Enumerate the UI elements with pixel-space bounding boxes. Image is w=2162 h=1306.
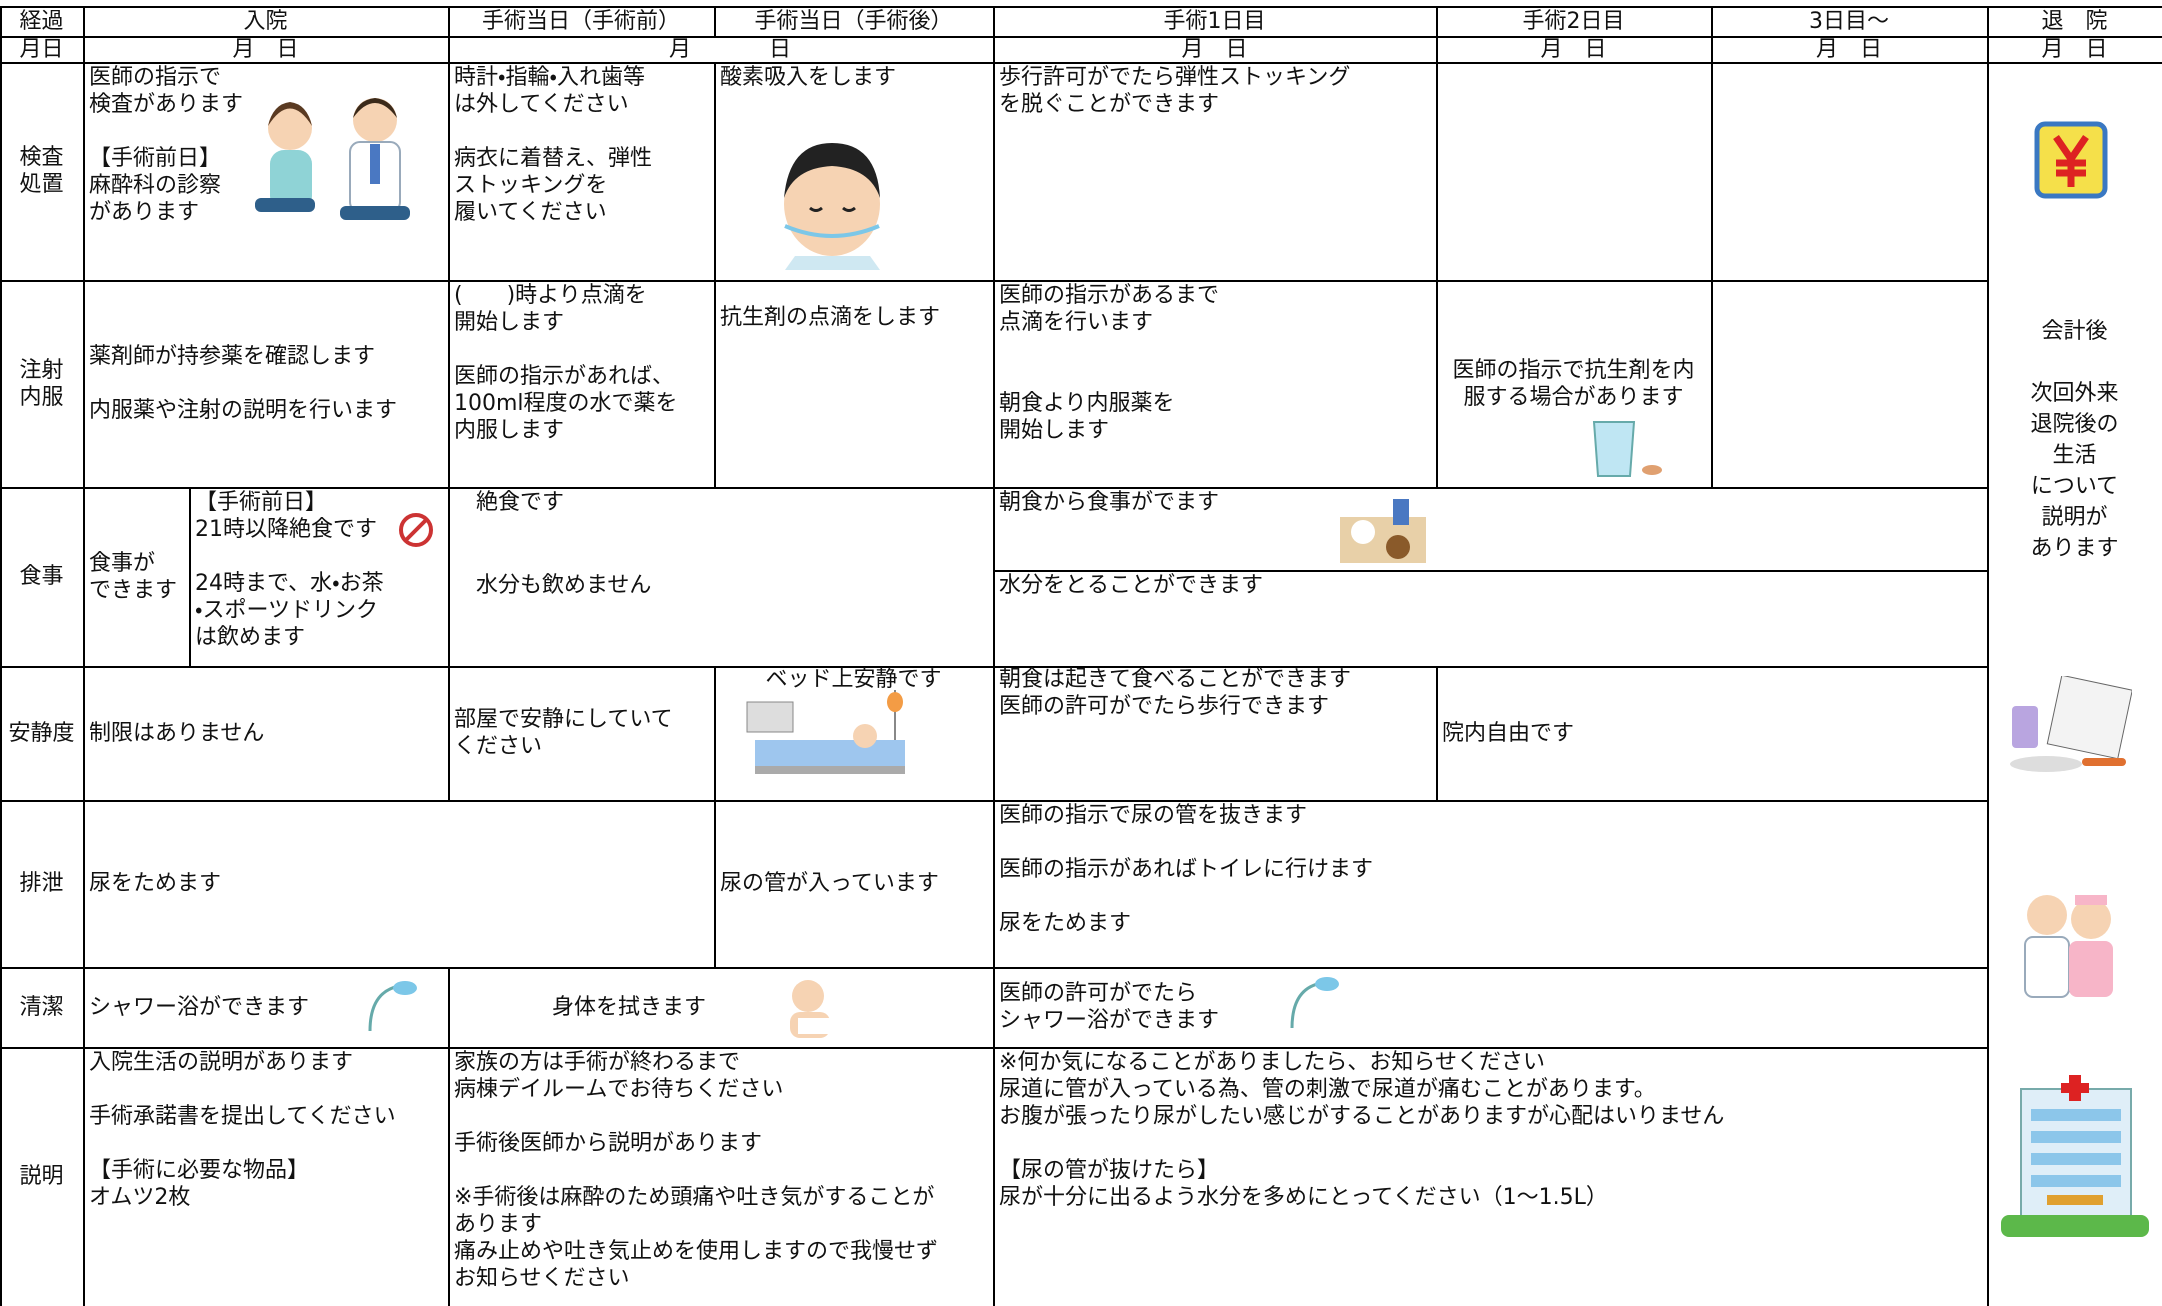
cell-text: 尿の管が入っています xyxy=(720,871,939,896)
cell-text: 食事 xyxy=(19,564,64,589)
water-glass-illustration xyxy=(1592,421,1662,477)
cell-text: 会計後 次回外来 退院後の 生活 について 説明が あります xyxy=(2030,319,2119,561)
cell-text: 手術1日目 xyxy=(1163,8,1266,34)
cell-text: ( )時より点滴を 開始します 医師の指示があれば、 100ml程度の水で薬を … xyxy=(454,283,678,443)
cell-text: 家族の方は手術が終わるまで 病棟デイルームでお待ちください 手術後医師から説明が… xyxy=(454,1050,939,1291)
oxygen-patient-illustration xyxy=(784,143,880,270)
cell-text: 歩行許可がでたら弾性ストッキング を脱ぐことができます xyxy=(999,65,1351,117)
cell-text: 時計・指輪・入れ歯等 は外してください 病衣に着替え、弾性 ストッキングを 履い… xyxy=(454,65,653,225)
cell-text: 排泄 xyxy=(19,871,64,896)
fasting-illustration xyxy=(399,513,433,547)
doctor-patient-illustration xyxy=(255,98,410,220)
body-wipe-illustration xyxy=(790,980,832,1038)
cell-text: 月日 xyxy=(19,36,64,62)
cell-text: 月 xyxy=(668,36,691,62)
cell-text: 制限はありません xyxy=(89,720,265,746)
cell-text: 医師の指示で尿の管を抜きます 医師の指示があればトイレに行けます 尿をためます xyxy=(999,803,1374,936)
cell-text: 食事が できます xyxy=(89,550,178,603)
cell-text: 【手術前日】 21時以降絶食です 24時まで、水・お茶 ・スポーツドリンク は飲… xyxy=(195,490,384,650)
doctor-nurse-icon xyxy=(2024,895,2113,998)
cell-text: 3日目～ xyxy=(1809,8,1889,34)
cell xyxy=(0,6,85,38)
cell-text: 月 日 xyxy=(2041,36,2108,62)
cell-text: シャワー浴ができます xyxy=(89,994,310,1020)
cell-text: ベッド上安静です xyxy=(765,667,942,692)
cell-text: 退 院 xyxy=(2041,8,2108,34)
cell-text: 手術当日（手術前） xyxy=(481,8,680,34)
payment-icon xyxy=(2034,121,2108,199)
cell-text: 月 日 xyxy=(1181,36,1248,62)
cell-text: 手術当日（手術後） xyxy=(754,8,953,34)
cell-text: 医師の許可がでたら シャワー浴ができます xyxy=(999,981,1220,1033)
hospital-icon xyxy=(2001,1075,2149,1237)
cell-text: 日 xyxy=(768,36,791,62)
cell-text: 手術2日目 xyxy=(1522,8,1625,34)
cell xyxy=(1711,62,1989,282)
cell-text: 水分をとることができます xyxy=(999,573,1264,598)
medicine-icon xyxy=(2010,676,2132,772)
shower-icon xyxy=(1290,977,1339,1029)
cell-text: 入院 xyxy=(243,8,288,34)
cell-text: 安静度 xyxy=(8,720,75,746)
cell-text: 医師の指示で抗生剤を内 服する場合があります xyxy=(1452,358,1695,410)
cell-text: 部屋で安静にしていて ください xyxy=(454,707,673,759)
cell xyxy=(1711,280,1989,489)
cell-text: 説明 xyxy=(19,1164,64,1189)
cell-text: 絶食です xyxy=(476,490,565,515)
cell xyxy=(1436,62,1713,282)
cell-text: 月 日 xyxy=(1815,36,1882,62)
shower-icon xyxy=(368,981,417,1032)
cell-text: 月 日 xyxy=(1540,36,1607,62)
cell-text: 朝食は起きて食べることができます 医師の許可がでたら歩行できます xyxy=(999,667,1352,719)
cell-text: 医師の指示があるまで 点滴を行います 朝食より内服薬を 開始します xyxy=(999,283,1220,443)
bed-rest-illustration xyxy=(746,690,905,774)
cell-text: 薬剤師が持参薬を確認します 内服薬や注射の説明を行います xyxy=(89,344,398,423)
cell-text: 検査 処置 xyxy=(19,145,64,197)
cell-text: 医師の指示で 検査があります 【手術前日】 麻酔科の診察 があります xyxy=(89,65,244,225)
cell-text: 院内自由です xyxy=(1442,720,1575,746)
cell-text: 注射 内服 xyxy=(19,357,64,410)
cell-text: 身体を拭きます xyxy=(552,994,707,1020)
cell xyxy=(448,36,995,64)
cell-text: 尿をためます xyxy=(89,871,222,896)
cell-text: 酸素吸入をします xyxy=(720,65,897,90)
cell-text: 入院生活の説明があります 手術承諾書を提出してください 【手術に必要な物品】 オ… xyxy=(89,1050,396,1210)
meal-illustration xyxy=(1340,499,1426,563)
cell-text: 朝食から食事がでます xyxy=(999,490,1220,515)
cell-text: 月 日 xyxy=(232,36,299,62)
cell-text: 経過 xyxy=(19,8,64,34)
cell-text: 抗生剤の点滴をします xyxy=(720,305,941,330)
cell-text: 清潔 xyxy=(19,994,64,1020)
cell-text: ※何か気になることがありましたら、お知らせください 尿道に管が入っている為、管の… xyxy=(999,1050,1725,1210)
cell-text: 水分も飲めません xyxy=(476,572,652,598)
